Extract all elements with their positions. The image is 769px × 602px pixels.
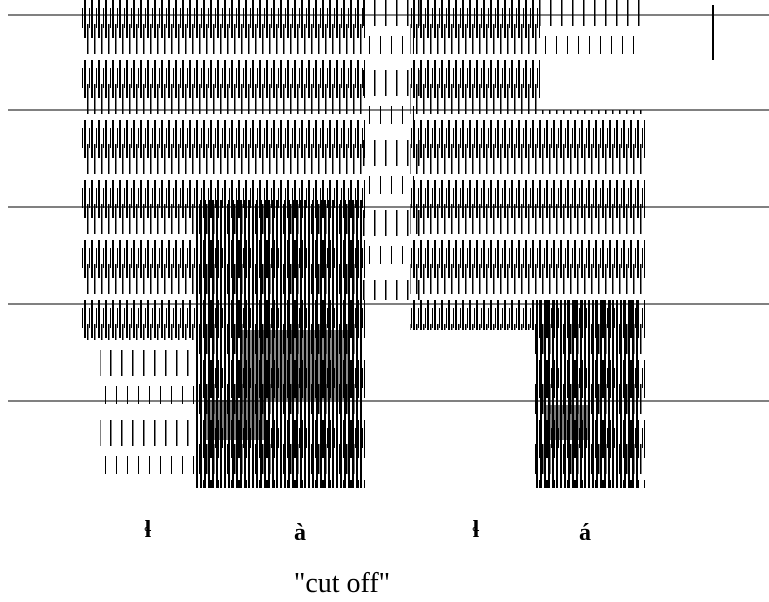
frication [82,0,197,340]
gloss: "cut off" [294,568,390,599]
spectrogram [82,0,714,490]
noise [540,0,640,60]
segment-label: à [294,520,306,546]
formant [205,400,265,440]
formant [240,330,350,400]
segment-label: ɬ [473,517,480,543]
frequency-lines [8,14,769,402]
frication [410,0,540,330]
frication-weak [100,340,195,490]
vowel-energy [535,300,640,488]
segment-label: ɬ [145,517,152,543]
noise [712,5,714,60]
segment-label: á [579,520,591,546]
formant [545,405,590,440]
